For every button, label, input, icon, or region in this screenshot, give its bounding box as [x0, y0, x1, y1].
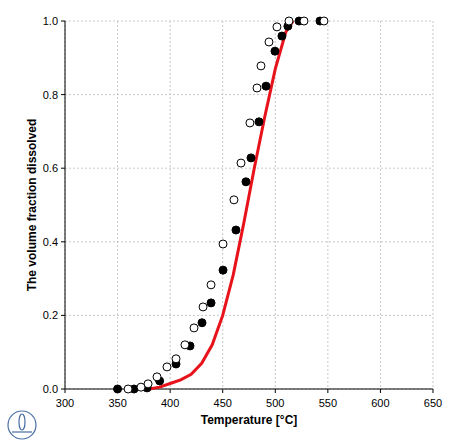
- point: [255, 118, 263, 126]
- point: [207, 299, 215, 307]
- point: [232, 226, 240, 234]
- grid-line: [65, 94, 433, 95]
- grid-line: [222, 21, 223, 389]
- grid-line: [433, 21, 434, 389]
- logo: [8, 411, 36, 439]
- point: [163, 363, 171, 371]
- tick: [61, 315, 65, 316]
- tick: [222, 389, 223, 393]
- tick: [61, 94, 65, 95]
- logo-bar: [12, 431, 32, 432]
- grid-line: [65, 21, 66, 389]
- x-tick-label: 450: [214, 397, 232, 409]
- tick: [380, 389, 381, 393]
- grid-line: [65, 168, 433, 169]
- point: [247, 154, 255, 162]
- x-tick-label: 300: [56, 397, 74, 409]
- x-axis-label: Temperature [°C]: [201, 413, 298, 427]
- logo-core: [19, 414, 25, 430]
- grid-line: [117, 21, 118, 389]
- point: [153, 373, 161, 381]
- y-tick-label: 0.6: [43, 162, 58, 174]
- grid-line: [170, 21, 171, 389]
- grid-line: [327, 21, 328, 389]
- x-tick-label: 400: [161, 397, 179, 409]
- point: [285, 17, 293, 25]
- point: [262, 82, 270, 90]
- line: [149, 21, 293, 389]
- point: [320, 17, 328, 25]
- point: [237, 159, 245, 167]
- grid-line: [65, 21, 433, 22]
- point: [278, 32, 286, 40]
- point: [198, 319, 206, 327]
- x-tick-label: 350: [108, 397, 126, 409]
- point: [181, 341, 189, 349]
- point: [124, 385, 132, 393]
- tick: [65, 389, 66, 393]
- point: [300, 17, 308, 25]
- point: [207, 281, 215, 289]
- grid-line: [380, 21, 381, 389]
- x-tick-label: 500: [266, 397, 284, 409]
- point: [199, 303, 207, 311]
- point: [257, 62, 265, 70]
- point: [219, 240, 227, 248]
- grid-line: [65, 315, 433, 316]
- point: [246, 119, 254, 127]
- tick: [61, 389, 65, 390]
- y-tick-label: 1.0: [43, 15, 58, 27]
- plot-area: [114, 17, 328, 393]
- tick: [61, 241, 65, 242]
- point: [114, 385, 122, 393]
- point: [219, 266, 227, 274]
- tick: [61, 21, 65, 22]
- y-tick-label: 0.8: [43, 89, 58, 101]
- point: [271, 47, 279, 55]
- point: [172, 355, 180, 363]
- x-tick-label: 600: [371, 397, 389, 409]
- chart: 300 350 400 450 500 550 600 650 0.0 0.2 0.4 0.6 0.8 1…: [0, 0, 454, 447]
- grid-line: [65, 241, 433, 242]
- logo-ring: [8, 411, 36, 439]
- point: [242, 178, 250, 186]
- point: [273, 23, 281, 31]
- y-tick-label: 0.0: [43, 383, 58, 395]
- y-axis-label: The volume fraction dissolved: [25, 119, 39, 292]
- x-tick-label: 550: [319, 397, 337, 409]
- tick: [433, 389, 434, 393]
- point: [190, 324, 198, 332]
- y-axis: [65, 21, 66, 389]
- x-tick-label: 650: [424, 397, 442, 409]
- y-tick-label: 0.4: [43, 236, 58, 248]
- point: [230, 196, 238, 204]
- tick: [61, 168, 65, 169]
- tick: [275, 389, 276, 393]
- point: [265, 38, 273, 46]
- point: [144, 380, 152, 388]
- tick: [170, 389, 171, 393]
- point: [253, 84, 261, 92]
- tick: [327, 389, 328, 393]
- y-tick-label: 0.2: [43, 309, 58, 321]
